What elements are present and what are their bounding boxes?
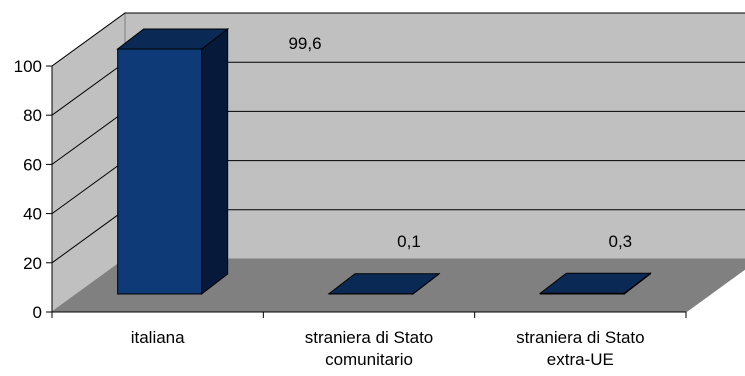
chart-labels: 99,6 italiana 0,1 straniera di Stato comunit… — [131, 34, 645, 369]
y-tick-label: 100 — [14, 57, 42, 76]
y-tick-label: 80 — [23, 106, 42, 125]
bar-top — [538, 272, 652, 294]
bar-0 — [116, 27, 230, 296]
chart-bars — [116, 27, 652, 296]
bar-top — [327, 273, 441, 295]
bar-top — [116, 28, 230, 50]
y-tick-label: 40 — [23, 205, 42, 224]
x-category-label: straniera di Stato — [516, 328, 645, 347]
x-category-label: italiana — [131, 328, 185, 347]
data-label: 0,1 — [397, 232, 421, 251]
x-category-label: comunitario — [325, 350, 413, 369]
bar-front — [117, 48, 203, 295]
y-axis: 0 20 40 60 80 100 — [14, 57, 687, 322]
bar-1 — [327, 272, 441, 296]
x-category-label: straniera di Stato — [305, 328, 434, 347]
y-tick-label: 60 — [23, 155, 42, 174]
data-label: 99,6 — [288, 34, 321, 53]
bar-2 — [538, 272, 652, 296]
y-tick-label: 20 — [23, 254, 42, 273]
bar-side — [201, 27, 229, 296]
x-category-label: extra-UE — [547, 350, 614, 369]
data-label: 0,3 — [609, 232, 633, 251]
gridline-100 — [51, 12, 745, 67]
y-tick-label: 0 — [33, 303, 42, 322]
